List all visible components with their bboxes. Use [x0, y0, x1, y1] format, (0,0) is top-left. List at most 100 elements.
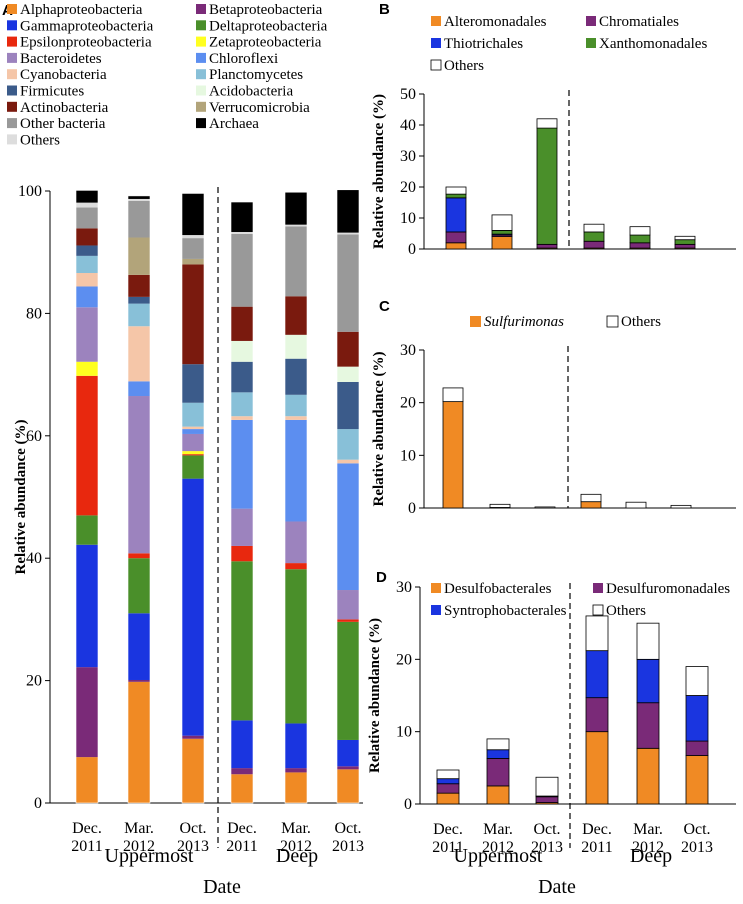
legend-swatch — [430, 59, 442, 71]
bar-segment — [231, 561, 253, 721]
legend-swatch — [586, 16, 596, 26]
legend-label: Desulfobacterales — [444, 581, 552, 597]
bar-segment — [128, 558, 150, 614]
bar-segment — [182, 735, 204, 739]
bar-segment — [436, 778, 460, 785]
bar-segment — [285, 394, 307, 417]
bar-segment — [128, 198, 150, 201]
bar-segment — [436, 792, 460, 805]
x-tick-label: 2012 — [123, 838, 155, 855]
bar-segment — [128, 681, 150, 803]
bar-segment — [231, 306, 253, 341]
bar-segment — [76, 286, 98, 308]
bar-segment — [625, 501, 647, 509]
bar-segment — [182, 433, 204, 452]
bar-segment — [670, 504, 692, 509]
bar-segment — [436, 783, 460, 794]
y-tick-label: 0 — [34, 795, 42, 812]
y-tick-label: 20 — [26, 673, 42, 690]
y-tick-label: 10 — [396, 724, 412, 741]
bar-segment — [585, 650, 609, 699]
legend-swatch — [196, 69, 206, 80]
bar-segment — [285, 224, 307, 227]
bar-segment — [337, 234, 359, 332]
bar-segment — [685, 666, 709, 696]
legend-label: Others — [444, 58, 484, 74]
bar-segment — [674, 235, 696, 241]
bar-segment — [128, 396, 150, 554]
y-tick-label: 80 — [26, 305, 42, 322]
bar-segment — [76, 307, 98, 362]
bar-segment — [128, 237, 150, 275]
y-tick-label: 20 — [400, 179, 416, 196]
group-label: Uppermost — [454, 845, 543, 867]
y-tick-label: 30 — [400, 148, 416, 165]
bar-segment — [491, 236, 513, 250]
legend-label: Epsilonproteobacteria — [20, 35, 152, 51]
bar-segment — [76, 544, 98, 668]
bar-segment — [337, 769, 359, 803]
legend-swatch — [196, 52, 206, 63]
x-tick-label: 2013 — [332, 838, 364, 855]
bar-segment — [486, 749, 510, 759]
bar-segment — [182, 258, 204, 265]
bar-segment — [337, 619, 359, 622]
bar-segment — [76, 757, 98, 803]
legend-label: Bacteroidetes — [20, 51, 102, 67]
bar-segment — [685, 755, 709, 805]
bar-segment — [76, 255, 98, 274]
bar-segment — [337, 232, 359, 235]
x-tick-label: 2011 — [71, 838, 102, 855]
bar-segment — [76, 667, 98, 758]
bar-segment — [182, 738, 204, 803]
bar-segment — [580, 501, 602, 509]
bar-segment — [76, 273, 98, 287]
legend-swatch — [7, 101, 17, 112]
legend-label: Syntrophobacterales — [444, 603, 567, 619]
legend-label: Verrucomicrobia — [209, 100, 310, 116]
legend-label: Chromatiales — [599, 14, 679, 30]
bar-segment — [585, 615, 609, 652]
bar-segment — [491, 214, 513, 231]
bar-segment — [128, 303, 150, 327]
bar-segment — [486, 758, 510, 787]
bar-segment — [76, 375, 98, 516]
legend-swatch — [7, 85, 17, 96]
y-tick-label: 10 — [400, 447, 416, 464]
bar-segment — [285, 563, 307, 570]
x-tick-label: 2013 — [681, 839, 713, 856]
legend-label: Firmicutes — [20, 84, 84, 100]
bar-segment — [674, 243, 696, 249]
bar-outline — [230, 201, 254, 804]
x-tick-label: 2011 — [581, 839, 612, 856]
x-tick-label: 2011 — [226, 838, 257, 855]
y-tick-label: 0 — [408, 241, 416, 258]
bar-segment — [535, 796, 559, 803]
bar-segment — [534, 506, 556, 509]
bar-segment — [128, 200, 150, 238]
legend-label: Betaproteobacteria — [209, 2, 323, 18]
bar-segment — [337, 459, 359, 464]
y-tick-label: 0 — [408, 500, 416, 517]
x-tick-label: 2013 — [177, 838, 209, 855]
legend-label: Actinobacteria — [20, 100, 109, 116]
legend-label: Planctomycetes — [209, 67, 303, 83]
bar-segment — [583, 231, 605, 242]
legend-swatch — [431, 38, 441, 48]
y-tick-label: 100 — [18, 183, 42, 200]
group-label: Deep — [630, 845, 672, 867]
bar-segment — [486, 785, 510, 805]
legend-label: Others — [606, 603, 646, 619]
panel-d-chart: Desulfobacterales Syntrophobacterales Desu… — [367, 579, 736, 898]
bar-segment — [445, 231, 467, 244]
legend-swatch — [431, 605, 441, 615]
bar-segment — [182, 364, 204, 403]
x-tick-label: Mar. — [633, 821, 663, 838]
bar-segment — [285, 416, 307, 420]
bar-segment — [231, 720, 253, 769]
bar-segment — [337, 429, 359, 460]
bar-segment — [231, 232, 253, 234]
legend-swatch — [586, 38, 596, 48]
y-tick-label: 30 — [396, 579, 412, 596]
legend-swatch — [592, 604, 604, 616]
